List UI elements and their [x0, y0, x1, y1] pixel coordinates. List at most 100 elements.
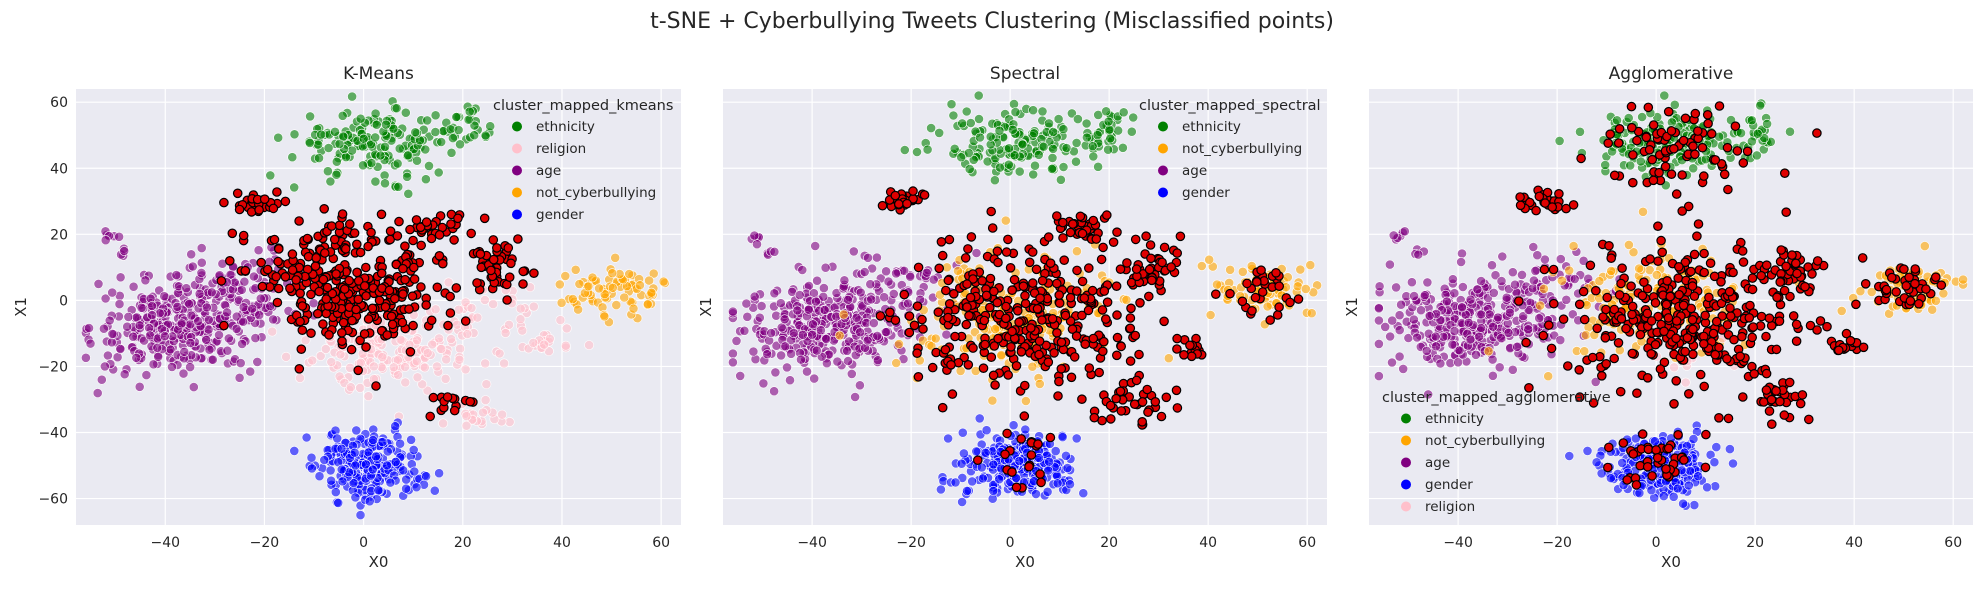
point-misclassified — [1860, 278, 1871, 289]
x-axis-label: X0 — [369, 553, 389, 571]
point-ethnicity — [485, 121, 496, 132]
point-age — [742, 311, 753, 322]
point-age — [1385, 259, 1395, 270]
point-religion — [295, 373, 305, 383]
point-ethnicity — [366, 158, 377, 168]
point-misclassified — [1716, 276, 1726, 287]
point-misclassified — [1761, 260, 1772, 270]
point-misclassified — [1137, 397, 1148, 407]
point-age — [780, 341, 791, 352]
point-misclassified — [408, 235, 418, 246]
point-not_cyberbullying — [1606, 266, 1617, 276]
point-age — [201, 334, 212, 345]
point-age — [749, 230, 760, 241]
point-misclassified — [400, 274, 410, 285]
point-misclassified — [1102, 210, 1112, 220]
point-misclassified — [927, 362, 938, 373]
point-not_cyberbullying — [1027, 361, 1038, 372]
point-gender — [1702, 482, 1712, 493]
point-age — [236, 284, 247, 295]
point-age — [147, 310, 157, 321]
point-age — [1431, 341, 1441, 352]
point-misclassified — [1616, 313, 1627, 324]
point-religion — [440, 373, 451, 384]
point-gender — [1057, 432, 1068, 442]
point-gender — [943, 433, 953, 444]
point-misclassified — [1680, 113, 1691, 124]
point-misclassified — [361, 342, 371, 352]
point-ethnicity — [337, 110, 348, 121]
point-misclassified — [1621, 323, 1631, 334]
point-age — [903, 298, 913, 309]
point-age — [1488, 370, 1498, 381]
point-not_cyberbullying — [1282, 272, 1293, 283]
point-religion — [436, 343, 447, 354]
point-age — [1424, 310, 1435, 321]
point-ethnicity — [388, 123, 399, 134]
point-ethnicity — [313, 139, 323, 150]
point-ethnicity — [358, 160, 368, 171]
point-misclassified — [303, 251, 314, 262]
point-misclassified — [1643, 102, 1654, 113]
point-age — [112, 352, 123, 363]
point-religion — [494, 348, 505, 359]
point-gender — [330, 487, 341, 497]
point-ethnicity — [380, 141, 390, 152]
point-misclassified — [318, 274, 329, 285]
x-tick-label: 60 — [1298, 535, 1316, 551]
point-misclassified — [1722, 353, 1732, 364]
point-misclassified — [1028, 278, 1038, 288]
point-religion — [479, 295, 490, 305]
point-not_cyberbullying — [1295, 264, 1306, 275]
point-misclassified — [1084, 263, 1094, 273]
point-misclassified — [962, 279, 972, 289]
point-misclassified — [964, 310, 974, 321]
point-age — [728, 306, 738, 317]
point-age — [1420, 290, 1430, 301]
point-misclassified — [1032, 303, 1043, 314]
point-not_cyberbullying — [1483, 346, 1494, 357]
point-misclassified — [1096, 254, 1107, 265]
point-misclassified — [1252, 277, 1262, 287]
point-age — [92, 388, 103, 398]
point-misclassified — [1256, 265, 1266, 275]
point-misclassified — [446, 219, 456, 229]
point-misclassified — [1737, 331, 1747, 342]
point-religion — [345, 382, 356, 393]
point-not_cyberbullying — [658, 276, 669, 287]
point-misclassified — [1663, 313, 1674, 323]
point-ethnicity — [949, 143, 960, 154]
point-misclassified — [416, 240, 426, 251]
point-age — [782, 362, 792, 373]
point-gender — [959, 448, 969, 459]
point-not_cyberbullying — [567, 294, 578, 304]
point-age — [185, 362, 195, 372]
point-age — [879, 292, 890, 303]
point-misclassified — [944, 298, 955, 309]
point-misclassified — [1706, 129, 1717, 139]
point-age — [1523, 324, 1534, 335]
point-religion — [480, 358, 491, 369]
point-religion — [528, 337, 539, 348]
point-misclassified — [404, 304, 414, 314]
point-age — [134, 320, 145, 331]
point-gender — [1050, 446, 1061, 456]
point-misclassified — [962, 302, 972, 312]
point-misclassified — [426, 233, 437, 244]
point-age — [128, 331, 139, 342]
point-not_cyberbullying — [834, 330, 845, 341]
point-misclassified — [1003, 234, 1013, 245]
point-misclassified — [272, 187, 282, 197]
point-age — [1507, 364, 1518, 375]
point-misclassified — [1112, 227, 1122, 237]
point-misclassified — [1642, 308, 1653, 319]
point-misclassified — [1131, 375, 1142, 386]
point-age — [1534, 313, 1545, 324]
point-misclassified — [1687, 281, 1698, 291]
point-age — [107, 287, 118, 298]
x-tick-label: 60 — [1944, 535, 1962, 551]
point-gender — [406, 434, 416, 445]
point-misclassified — [1646, 348, 1656, 359]
point-age — [185, 337, 196, 348]
point-age — [1387, 357, 1397, 368]
